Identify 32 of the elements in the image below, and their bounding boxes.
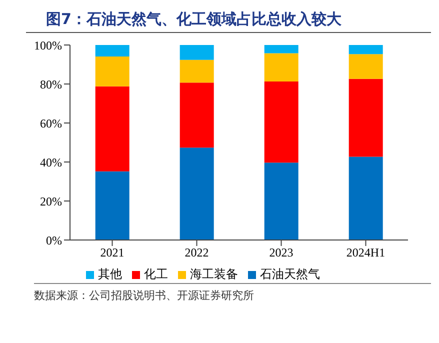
x-tick-label: 2024H1 (346, 246, 386, 260)
bar (264, 81, 298, 163)
bar (180, 148, 214, 240)
bar (95, 171, 130, 240)
y-tick-label: 100% (34, 38, 62, 52)
y-tick-label: 0% (46, 233, 62, 248)
y-tick-label: 80% (40, 77, 62, 92)
legend-label: 海工装备 (190, 267, 238, 281)
bar (348, 54, 383, 79)
bar (180, 45, 214, 60)
legend-label: 其他 (98, 267, 122, 281)
bar (348, 78, 383, 157)
legend-label: 石油天然气 (260, 267, 320, 281)
bar (180, 82, 214, 148)
bar (264, 53, 298, 82)
bar (264, 162, 298, 240)
bar (348, 45, 383, 54)
x-tick-label: 2022 (184, 246, 209, 260)
x-tick-label: 2021 (100, 246, 124, 260)
bar (95, 45, 130, 57)
y-tick-label: 60% (40, 116, 62, 130)
bar (348, 156, 383, 240)
y-tick-label: 20% (40, 194, 62, 208)
chart-title: 图7：石油天然气、化工领域占比总收入较大 (26, 8, 431, 33)
bar (95, 86, 130, 172)
source-note: 数据来源：公司招股说明书、开源证券研究所 (34, 288, 255, 303)
bar (180, 60, 214, 83)
legend-label: 化工 (144, 267, 168, 281)
bar (95, 56, 130, 86)
bar (264, 45, 298, 54)
y-tick-label: 40% (40, 155, 62, 170)
x-tick-label: 2023 (269, 246, 294, 260)
